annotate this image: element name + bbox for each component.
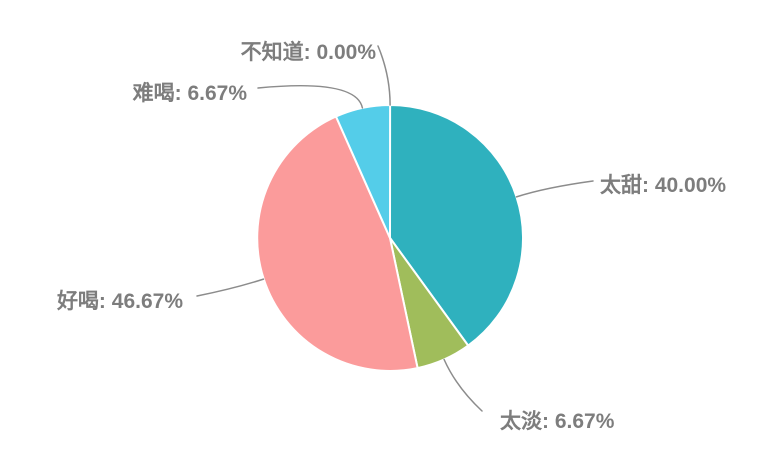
pie-label-buzhidao: 不知道: 0.00% [240,41,376,64]
pie-label-haohe: 好喝: 46.67% [56,290,183,313]
pie-label-nanhe: 难喝: 6.67% [132,82,247,105]
label-line-haohe [196,278,265,297]
pie-label-taitian: 太甜: 40.00% [600,174,727,197]
pie-label-taidan: 太淡: 6.67% [500,410,615,433]
label-line-nanhe [257,84,364,109]
label-line-taitian [515,180,594,198]
label-line-taidan [443,358,483,412]
label-line-buzhidao [377,45,391,106]
